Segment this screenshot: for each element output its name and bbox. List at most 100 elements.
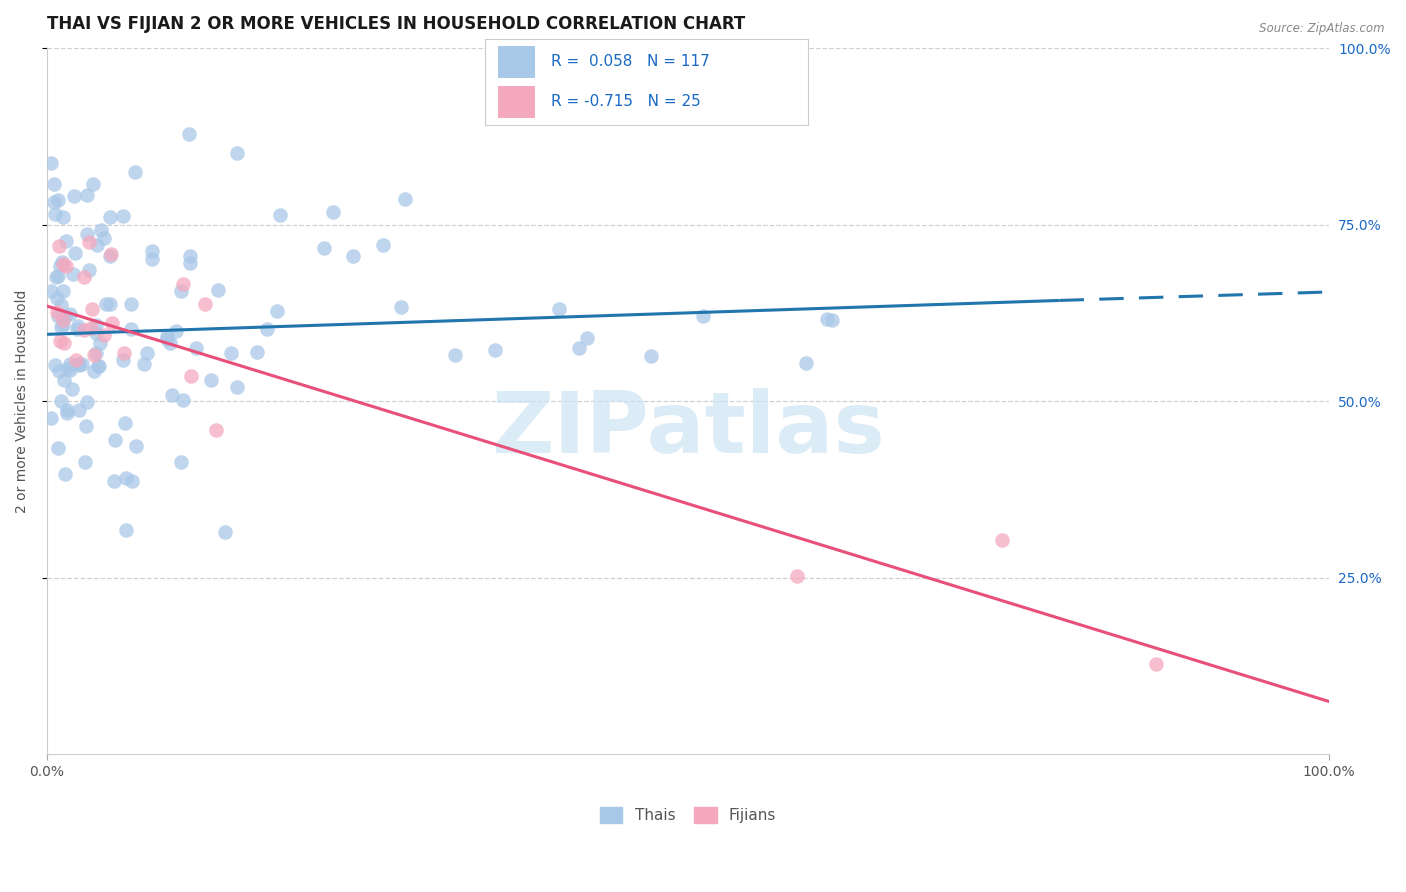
Point <box>86 318 108 333</box>
Point <box>56 360 79 375</box>
Point <box>548 302 571 317</box>
Point <box>141 252 163 266</box>
Point <box>45 291 67 305</box>
Point <box>172 277 194 291</box>
Point <box>121 474 143 488</box>
Point <box>52 335 75 350</box>
Point <box>112 346 135 360</box>
Point <box>342 249 364 263</box>
Point <box>786 569 808 583</box>
Point <box>75 418 97 433</box>
Point <box>141 244 163 259</box>
Point <box>46 441 69 455</box>
Point <box>77 263 100 277</box>
Point <box>568 341 591 355</box>
Point <box>266 304 288 318</box>
Point <box>207 283 229 297</box>
Point <box>46 268 69 283</box>
Point <box>60 382 83 396</box>
Point <box>104 433 127 447</box>
Point <box>394 192 416 206</box>
Point <box>98 249 121 263</box>
Point <box>72 357 94 371</box>
Point <box>322 205 344 219</box>
Text: R =  0.058   N = 117: R = 0.058 N = 117 <box>551 54 710 70</box>
Point <box>79 235 101 250</box>
Point <box>179 127 201 141</box>
Point <box>135 346 157 360</box>
Point <box>73 270 96 285</box>
Point <box>170 285 193 299</box>
Point <box>205 423 228 437</box>
Point <box>184 341 207 355</box>
Point <box>49 393 72 408</box>
Point <box>179 256 201 270</box>
Point <box>120 297 142 311</box>
Point <box>49 260 72 274</box>
Point <box>46 305 69 319</box>
Point <box>59 363 82 377</box>
Point <box>83 364 105 378</box>
Point <box>62 268 84 282</box>
Point <box>52 258 75 272</box>
Point <box>66 322 89 336</box>
Point <box>52 318 75 333</box>
Point <box>46 194 69 208</box>
Point <box>55 260 77 274</box>
Point <box>111 353 134 368</box>
Point <box>821 313 844 327</box>
Point <box>103 474 125 488</box>
Legend: Thais, Fijians: Thais, Fijians <box>593 801 782 829</box>
Point <box>48 238 70 252</box>
Point <box>52 374 75 388</box>
Point <box>389 300 412 314</box>
Point <box>62 188 84 202</box>
FancyBboxPatch shape <box>498 46 536 78</box>
Point <box>46 310 69 324</box>
Point <box>93 230 115 244</box>
Point <box>93 327 115 342</box>
Point <box>794 356 817 370</box>
Point <box>56 403 79 417</box>
Point <box>39 155 62 169</box>
Point <box>170 455 193 469</box>
Point <box>194 297 217 311</box>
Point <box>89 336 111 351</box>
Point <box>100 247 122 261</box>
Point <box>98 211 121 225</box>
Point <box>76 395 98 409</box>
Point <box>53 309 76 323</box>
Point <box>90 223 112 237</box>
Point <box>82 302 104 317</box>
Point <box>115 471 138 485</box>
Point <box>87 359 110 374</box>
Point <box>42 177 65 191</box>
Point <box>100 316 122 330</box>
Point <box>98 297 121 311</box>
Point <box>44 358 66 372</box>
Point <box>41 284 63 298</box>
Point <box>83 348 105 362</box>
Point <box>125 439 148 453</box>
Point <box>73 323 96 337</box>
Point <box>69 358 91 372</box>
Point <box>200 373 222 387</box>
Point <box>991 533 1014 547</box>
Point <box>226 379 249 393</box>
Point <box>51 254 73 268</box>
Point <box>444 348 467 362</box>
Point <box>256 322 278 336</box>
Point <box>82 178 104 192</box>
Point <box>221 346 243 360</box>
Point <box>63 246 86 260</box>
Point <box>269 209 291 223</box>
Point <box>67 357 90 371</box>
Point <box>815 311 838 326</box>
Point <box>1144 657 1167 672</box>
Point <box>159 335 181 350</box>
Point <box>39 410 62 425</box>
Point <box>115 523 138 537</box>
Text: ZIPatlas: ZIPatlas <box>491 388 884 471</box>
Point <box>373 237 395 252</box>
Point <box>45 269 67 284</box>
